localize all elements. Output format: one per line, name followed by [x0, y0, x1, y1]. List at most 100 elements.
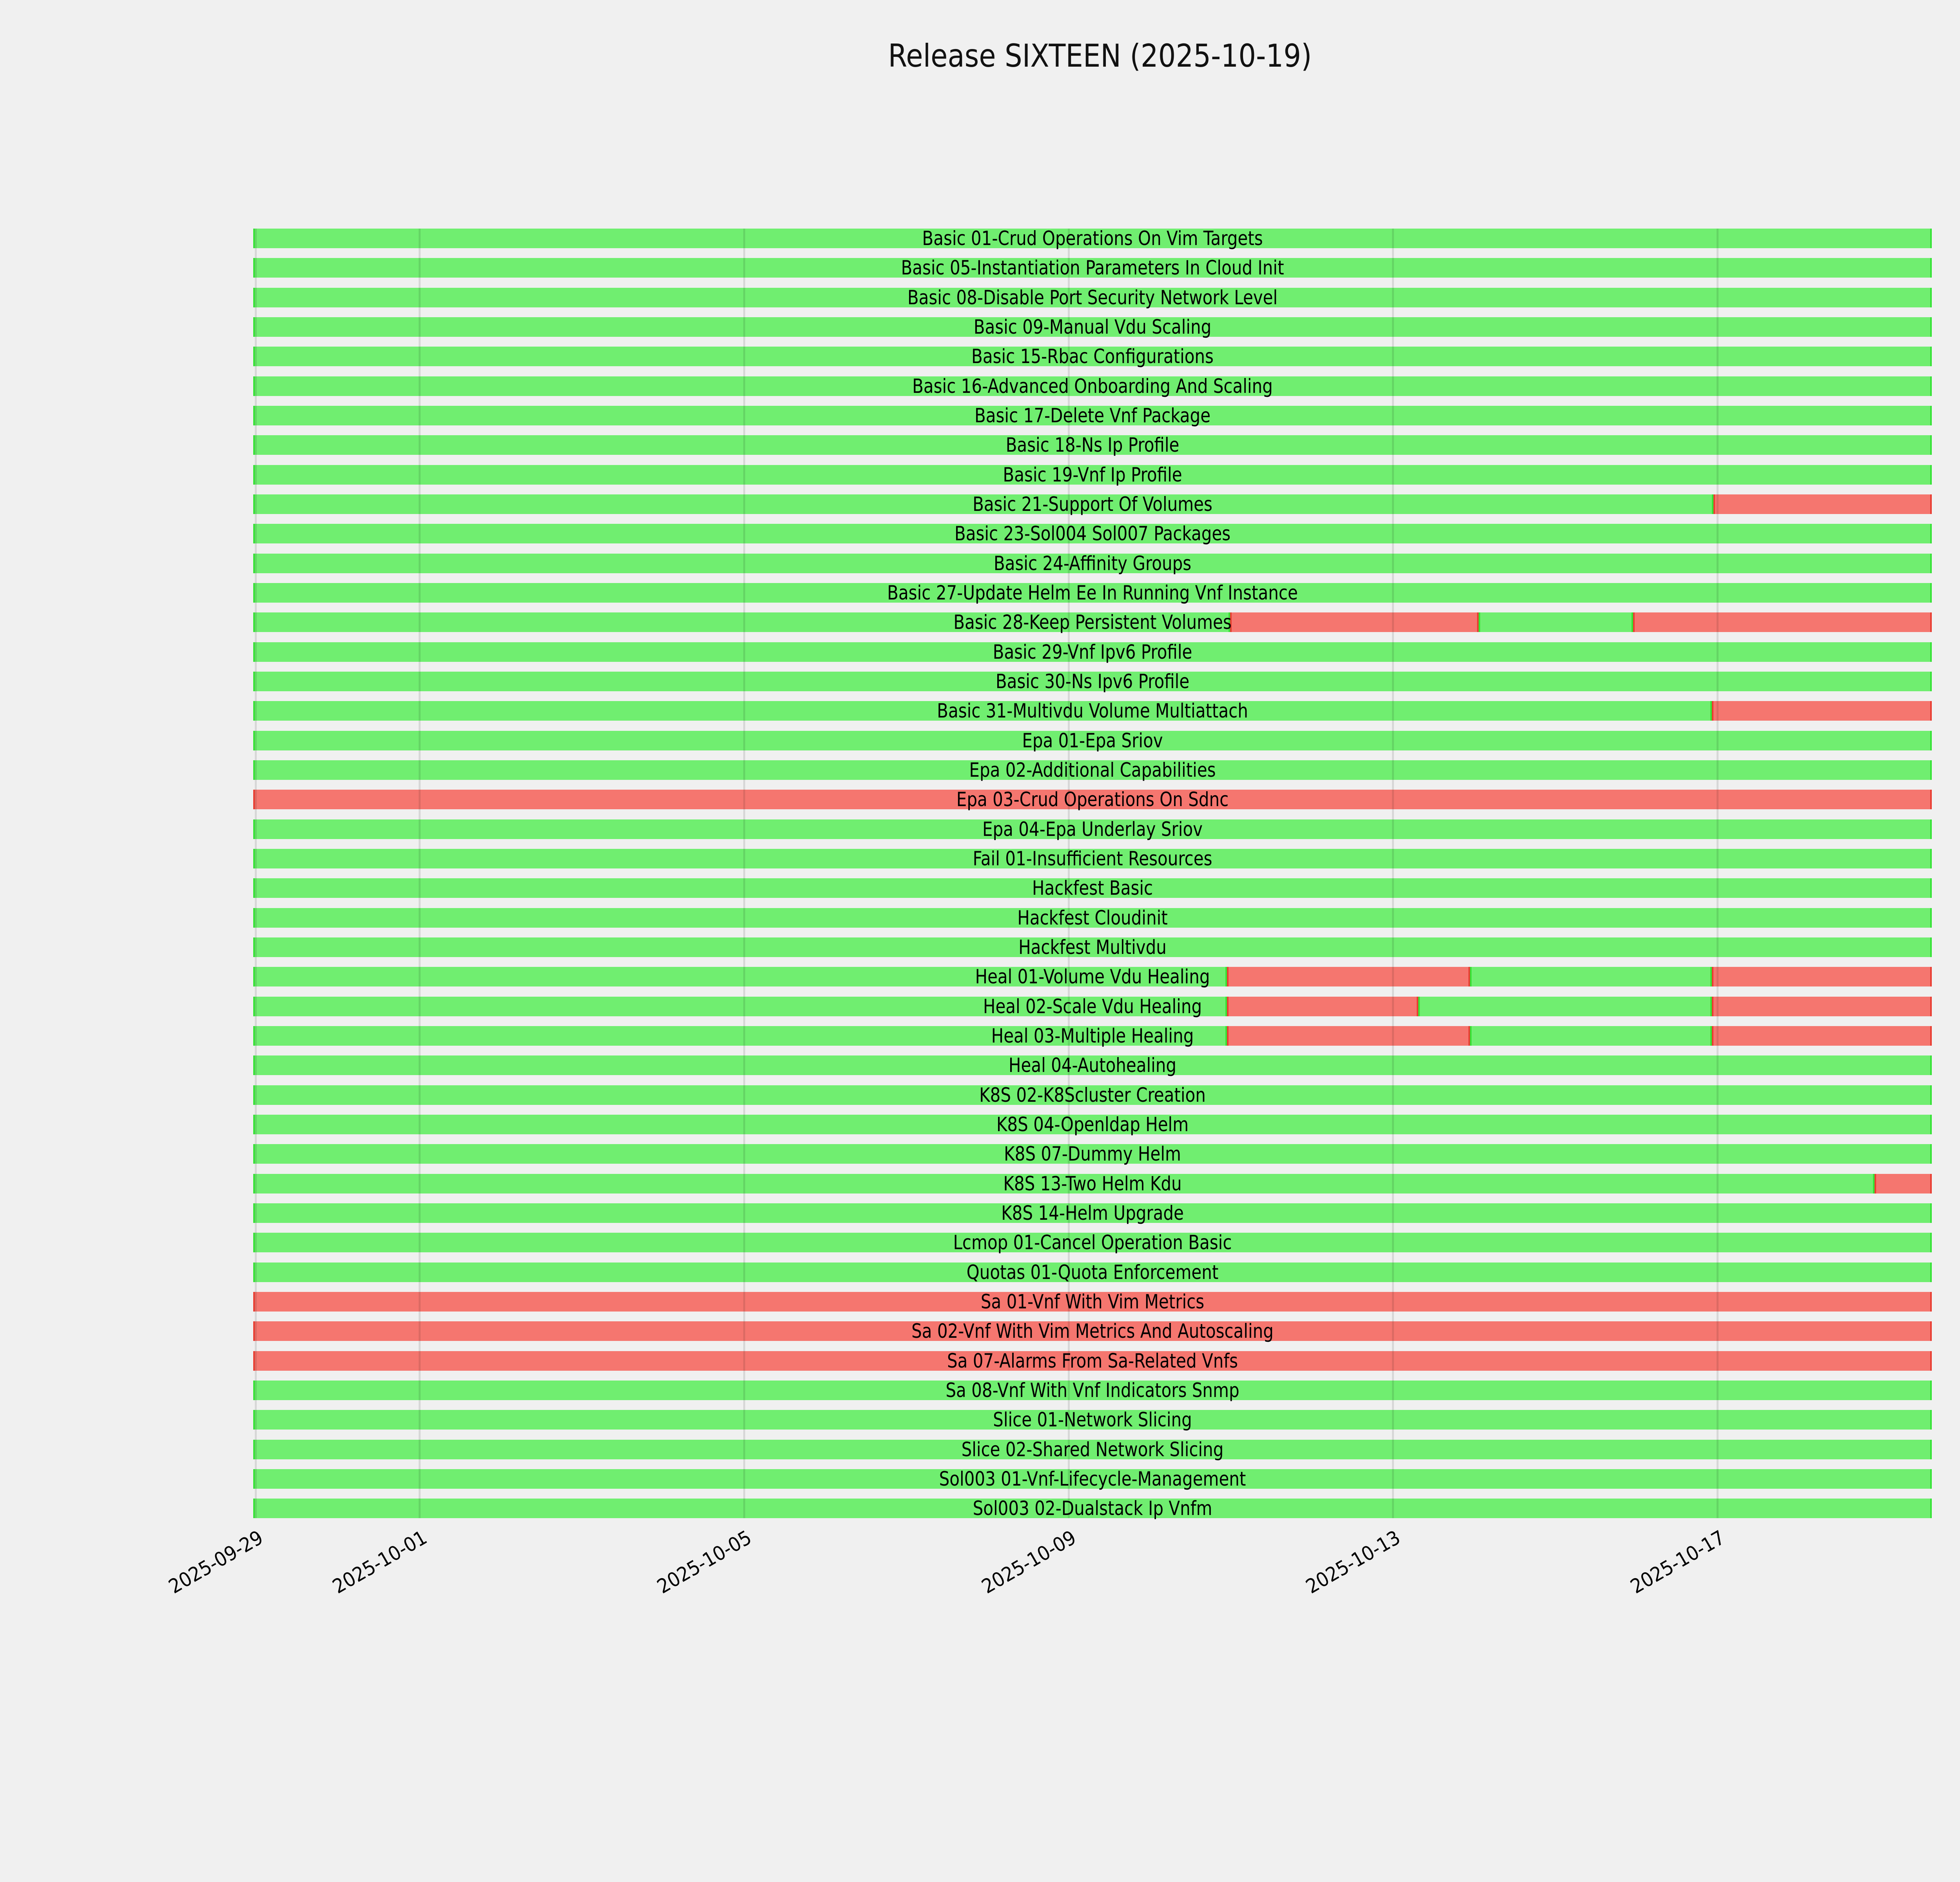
- task-label: Basic 29-Vnf Ipv6 Profile: [993, 640, 1192, 663]
- bar-segment-pass: [253, 317, 1932, 337]
- bar-segment-pass: [253, 287, 1932, 307]
- bar-segment-fail: [1712, 1026, 1932, 1046]
- task-label: K8S 14-Helm Upgrade: [1001, 1201, 1184, 1224]
- task-row: Heal 02-Scale Vdu Healing: [253, 995, 1932, 1018]
- x-tick-label: 2025-10-09: [978, 1526, 1080, 1598]
- bar-segment-pass: [253, 967, 1227, 987]
- task-label: Heal 03-Multiple Healing: [991, 1024, 1194, 1047]
- task-label: Basic 17-Delete Vnf Package: [974, 404, 1211, 427]
- bar-segment-fail: [1633, 612, 1932, 632]
- bar-segment-fail: [1712, 996, 1932, 1016]
- task-row: Basic 21-Support Of Volumes: [253, 494, 1932, 514]
- bar-segment-fail: [1712, 701, 1932, 721]
- bar-segment-fail: [1230, 612, 1479, 632]
- task-row: Hackfest Multivdu: [253, 937, 1932, 957]
- task-label: Basic 31-Multivdu Volume Multiattach: [937, 699, 1248, 723]
- task-row: Sol003 01-Vnf-Lifecycle-Management: [253, 1469, 1932, 1489]
- task-label: Basic 30-Ns Ipv6 Profile: [995, 670, 1190, 693]
- task-label: Basic 24-Affinity Groups: [993, 552, 1192, 575]
- task-row: Basic 28-Keep Persistent Volumes: [253, 612, 1932, 632]
- task-label: Fail 01-Insufficient Resources: [973, 847, 1212, 870]
- x-tick-label: 2025-10-05: [653, 1526, 756, 1598]
- task-label: Basic 23-Sol004 Sol007 Packages: [954, 522, 1231, 545]
- bar-segment-pass: [253, 1144, 1932, 1164]
- task-label: K8S 04-Openldap Helm: [996, 1113, 1189, 1136]
- task-row: Epa 04-Epa Underlay Sriov: [253, 819, 1932, 839]
- bar-segment-pass: [253, 376, 1932, 396]
- task-row: Slice 02-Shared Network Slicing: [253, 1439, 1932, 1460]
- bar-segment-pass: [253, 1380, 1932, 1400]
- bar-segment-pass: [253, 848, 1932, 868]
- task-row: Heal 01-Volume Vdu Healing: [253, 965, 1932, 988]
- task-row: K8S 14-Helm Upgrade: [253, 1203, 1932, 1223]
- bar-segment-pass: [253, 1410, 1932, 1430]
- bar-segment-pass: [253, 701, 1712, 721]
- task-label: Heal 02-Scale Vdu Healing: [983, 995, 1202, 1018]
- task-row: Basic 30-Ns Ipv6 Profile: [253, 670, 1932, 693]
- bar-segment-pass: [253, 1203, 1932, 1223]
- gridline: [1716, 229, 1719, 1518]
- task-row: Slice 01-Network Slicing: [253, 1410, 1932, 1430]
- task-label: Heal 04-Autohealing: [1008, 1054, 1177, 1077]
- chart-title: Release SIXTEEN (2025-10-19): [888, 38, 1312, 74]
- task-row: Sa 02-Vnf With Vim Metrics And Autoscali…: [253, 1321, 1932, 1341]
- bar-segment-fail: [1227, 1026, 1470, 1046]
- gridline: [1392, 229, 1394, 1518]
- task-row: Basic 09-Manual Vdu Scaling: [253, 317, 1932, 337]
- bar-segment-pass: [253, 1469, 1932, 1489]
- task-label: Epa 02-Additional Capabilities: [969, 758, 1216, 781]
- task-label: Sol003 01-Vnf-Lifecycle-Management: [939, 1467, 1246, 1490]
- task-label: Sa 08-Vnf With Vnf Indicators Snmp: [946, 1379, 1240, 1402]
- x-tick-label: 2025-10-13: [1302, 1526, 1405, 1598]
- gridline: [418, 229, 421, 1518]
- task-row: Basic 01-Crud Operations On Vim Targets: [253, 228, 1932, 249]
- bar-segment-pass: [1478, 612, 1633, 632]
- task-row: K8S 13-Two Helm Kdu: [253, 1174, 1932, 1194]
- task-label: Sa 02-Vnf With Vim Metrics And Autoscali…: [911, 1320, 1274, 1343]
- task-label: Epa 01-Epa Sriov: [1022, 729, 1163, 752]
- task-row: Sa 01-Vnf With Vim Metrics: [253, 1292, 1932, 1312]
- bar-segment-pass: [253, 1114, 1932, 1134]
- bar-segment-pass: [253, 1174, 1875, 1194]
- task-row: Fail 01-Insufficient Resources: [253, 847, 1932, 870]
- gridline: [743, 229, 746, 1518]
- task-label: K8S 13-Two Helm Kdu: [1003, 1172, 1182, 1195]
- task-label: Basic 16-Advanced Onboarding And Scaling: [912, 374, 1273, 398]
- bar-segment-pass: [253, 730, 1932, 750]
- task-label: Heal 01-Volume Vdu Healing: [975, 965, 1210, 988]
- bar-segment-pass: [253, 1055, 1932, 1075]
- bar-segment-pass: [253, 760, 1932, 780]
- bar-segment-pass: [253, 435, 1932, 455]
- task-label: Basic 28-Keep Persistent Volumes: [953, 611, 1232, 634]
- task-label: Basic 27-Update Helm Ee In Running Vnf I…: [887, 581, 1298, 604]
- bar-segment-pass: [253, 553, 1932, 573]
- task-row: Hackfest Cloudinit: [253, 908, 1932, 928]
- bar-segment-fail: [253, 1292, 1932, 1312]
- task-row: Basic 19-Vnf Ip Profile: [253, 465, 1932, 485]
- task-row: Sol003 02-Dualstack Ip Vnfm: [253, 1498, 1932, 1519]
- bar-segment-pass: [253, 465, 1932, 485]
- task-row: Basic 23-Sol004 Sol007 Packages: [253, 522, 1932, 545]
- task-row: K8S 07-Dummy Helm: [253, 1144, 1932, 1164]
- gridline: [1067, 229, 1070, 1518]
- task-row: Heal 03-Multiple Healing: [253, 1026, 1932, 1046]
- task-label: Basic 15-Rbac Configurations: [971, 345, 1214, 368]
- bar-segment-pass: [253, 258, 1932, 278]
- task-label: K8S 02-K8Scluster Creation: [979, 1083, 1206, 1106]
- bar-segment-pass: [253, 908, 1932, 928]
- bar-segment-pass: [253, 494, 1714, 514]
- bar-segment-pass: [253, 583, 1932, 603]
- bar-segment-fail: [253, 1321, 1932, 1341]
- task-label: Hackfest Basic: [1032, 877, 1153, 900]
- bar-segment-pass: [253, 819, 1932, 839]
- bar-segment-pass: [253, 1233, 1932, 1253]
- task-label: Sa 01-Vnf With Vim Metrics: [980, 1290, 1205, 1313]
- task-label: Lcmop 01-Cancel Operation Basic: [953, 1231, 1232, 1254]
- task-label: K8S 07-Dummy Helm: [1004, 1143, 1181, 1166]
- bar-segment-pass: [253, 642, 1932, 662]
- bar-segment-pass: [253, 612, 1230, 632]
- gantt-chart: Basic 01-Crud Operations On Vim Targets B…: [253, 228, 1932, 1519]
- bar-segment-pass: [253, 347, 1932, 367]
- bar-segment-pass: [253, 1085, 1932, 1105]
- task-row: K8S 04-Openldap Helm: [253, 1113, 1932, 1136]
